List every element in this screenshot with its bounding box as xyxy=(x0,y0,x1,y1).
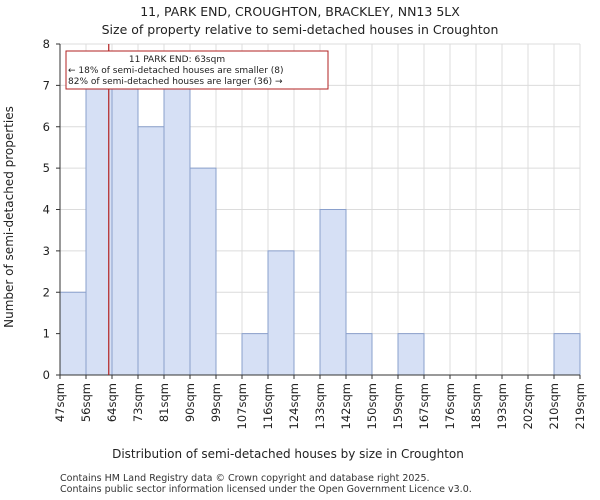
bar xyxy=(85,84,113,376)
x-tick-label: 99sqm xyxy=(209,383,223,422)
y-ticks: 0 1 2 3 4 5 6 7 8 xyxy=(43,37,60,382)
x-tick-label: 193sqm xyxy=(495,383,509,429)
bar xyxy=(553,333,581,376)
x-tick-label: 219sqm xyxy=(573,383,587,429)
y-tick-label: 4 xyxy=(43,203,50,217)
y-tick-label: 5 xyxy=(43,161,50,175)
x-tick-label: 133sqm xyxy=(313,383,327,429)
bar xyxy=(137,126,165,376)
annotation-box xyxy=(65,50,329,90)
x-tick-label: 64sqm xyxy=(105,383,119,422)
x-ticks: 47sqm 56sqm 64sqm 73sqm 81sqm 90sqm 99sqm 107sq… xyxy=(53,375,587,429)
chart-title: 11, PARK END, CROUGHTON, BRACKLEY, NN13 … xyxy=(140,4,460,19)
x-tick-label: 56sqm xyxy=(79,383,93,422)
x-tick-label: 202sqm xyxy=(521,383,535,429)
bar xyxy=(267,250,295,376)
bar xyxy=(111,84,139,376)
y-tick-label: 2 xyxy=(43,285,50,299)
bars xyxy=(59,84,581,376)
y-tick-label: 0 xyxy=(43,368,50,382)
x-tick-label: 107sqm xyxy=(235,383,249,429)
x-tick-label: 81sqm xyxy=(157,383,171,422)
y-tick-label: 8 xyxy=(43,37,50,51)
bar xyxy=(397,333,425,376)
y-tick-label: 7 xyxy=(43,78,50,92)
annotation-line: 11 PARK END: 63sqm xyxy=(129,55,225,65)
x-tick-label: 185sqm xyxy=(469,383,483,429)
x-tick-label: 142sqm xyxy=(339,383,353,429)
y-tick-label: 6 xyxy=(43,120,50,134)
x-tick-label: 124sqm xyxy=(287,383,301,429)
x-tick-label: 90sqm xyxy=(183,383,197,422)
bar xyxy=(345,333,373,376)
x-axis-label: Distribution of semi-detached houses by … xyxy=(112,447,464,461)
bar xyxy=(59,291,87,376)
annotation-line: ← 18% of semi-detached houses are smalle… xyxy=(68,66,284,76)
x-tick-label: 176sqm xyxy=(443,383,457,429)
bar xyxy=(189,167,217,376)
footer-copyright: Contains HM Land Registry data © Crown c… xyxy=(60,473,430,484)
x-tick-label: 47sqm xyxy=(53,383,67,422)
y-tick-label: 1 xyxy=(43,327,50,341)
chart-subtitle: Size of property relative to semi-detach… xyxy=(102,22,499,37)
bar xyxy=(163,84,191,376)
x-tick-label: 167sqm xyxy=(417,383,431,429)
bar xyxy=(319,209,347,376)
x-tick-label: 210sqm xyxy=(547,383,561,429)
footer-licence: Contains public sector information licen… xyxy=(60,484,472,495)
x-tick-label: 159sqm xyxy=(391,383,405,429)
annotation-line: 82% of semi-detached houses are larger (… xyxy=(68,77,283,87)
x-tick-label: 150sqm xyxy=(365,383,379,429)
x-tick-label: 73sqm xyxy=(131,383,145,422)
x-tick-label: 116sqm xyxy=(261,383,275,429)
bar xyxy=(241,333,269,376)
y-tick-label: 3 xyxy=(43,244,50,258)
y-axis-label: Number of semi-detached properties xyxy=(2,106,16,328)
property-marker: 11 PARK END: 63sqm← 18% of semi-detached… xyxy=(65,44,329,375)
